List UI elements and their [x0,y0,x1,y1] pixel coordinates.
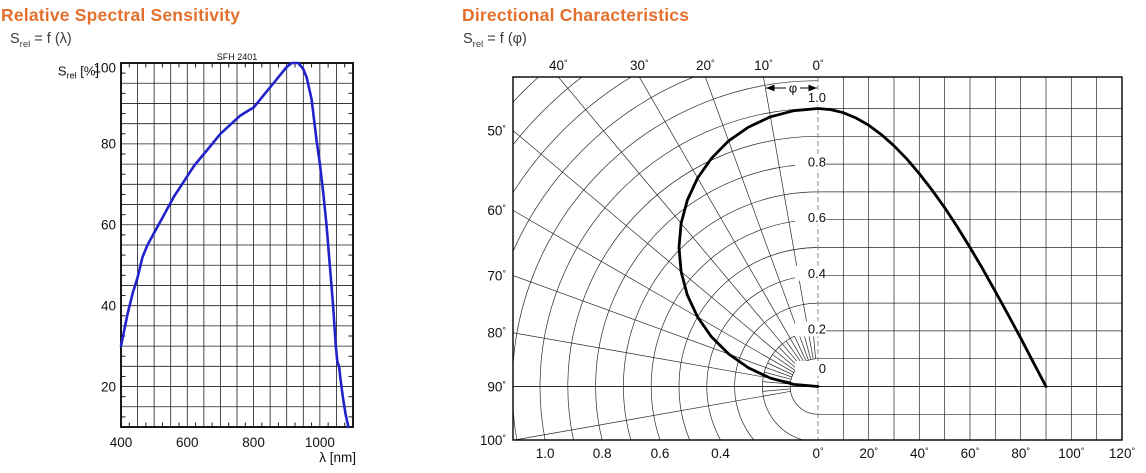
top-angle-label: 40° [549,58,568,73]
angle-spoke [638,77,805,363]
top-angle-label: 10° [754,58,773,73]
top-angle-label: 30° [630,58,649,73]
x-tick-label: 800 [242,435,265,450]
spectral-plot-border [120,62,354,428]
radial-arc [513,77,695,253]
directional-axis-labels: 40° 30° 20° 10° 0° 50° 60° 70° 80° 90° 100° 1.0 0.8 0… [480,58,1136,461]
y-axis-label: Srel [%] [58,64,99,81]
left-angle-label: 50° [487,123,506,138]
bottom-angle-label: 100° [1058,446,1085,461]
radial-arc [513,77,583,146]
phi-symbol: φ [789,81,797,96]
fine-angle-spoke [762,388,791,392]
y-tick-label: 60 [101,218,116,233]
x-tick-label: 400 [110,435,133,450]
radial-label-chip [795,210,826,226]
x-tick-label: 600 [176,435,199,450]
angle-spoke [513,210,795,373]
bottom-angle-label: 60° [961,446,980,461]
formula-rest: = f (φ) [483,31,527,47]
formula-subscript: rel [472,38,484,50]
fine-angle-spoke [762,381,791,385]
directional-characteristic-curve [677,107,1048,388]
radial-label-chip [795,265,826,281]
y-tick-label: 20 [101,379,116,394]
radial-label-chip [795,321,826,337]
radial-axis-label: 0.8 [808,155,826,170]
radial-axis-label: 0.2 [808,321,826,336]
fine-angle-spoke [772,354,796,371]
radial-axis-label: 1.0 [808,90,826,105]
top-angle-label: 0° [812,58,824,73]
angle-spoke [513,275,792,378]
bottom-radius-label: 0.8 [593,446,612,461]
right-chart-formula: Srel = f (φ) [463,31,527,50]
angle-spoke [704,77,809,361]
formula-rest: = f (λ) [30,31,72,47]
bottom-angle-label: 0° [812,446,824,461]
spectral-chart: SFH 2401 400 600 800 1000 100 80 60 40 20 Srel [%]… [58,52,356,465]
left-angle-label: 70° [487,268,506,283]
phi-arrowhead-left [766,84,775,92]
phi-arrowhead-right [808,84,817,92]
fine-angle-spoke [764,371,792,380]
bottom-radius-label: 1.0 [536,446,555,461]
fine-angle-spoke [785,340,803,364]
angle-spoke [513,332,791,383]
directional-plot-border [512,76,1123,441]
formula-base: S [10,31,20,47]
angle-spoke [557,77,801,366]
y-tick-label: 80 [101,137,116,152]
x-axis-label: λ [nm] [319,450,356,465]
y-tick-label: 40 [101,298,116,313]
spectral-axis-labels: 400 600 800 1000 100 80 60 40 20 Srel [%] λ [nm] [58,61,356,466]
radial-label-chip [795,90,826,105]
right-chart-title: Directional Characteristics [462,5,690,25]
cartesian-grid [818,77,1122,440]
watermark: SFH 2401 [217,52,258,62]
angle-spoke [763,77,814,360]
bottom-radius-label: 0.6 [651,446,670,461]
bottom-angle-label: 20° [859,446,878,461]
bottom-radius-label: 0.4 [711,446,730,461]
phi-angle-indicator [766,84,817,92]
left-angle-label: 100° [480,433,507,448]
radial-axis-label: 0.4 [808,266,826,281]
left-angle-label: 60° [487,203,506,218]
y-tick-label: 100 [93,61,116,76]
radial-axis-label: 0 [819,361,826,376]
left-angle-label: 80° [487,326,506,341]
left-chart-title: Relative Spectral Sensitivity [1,5,241,25]
x-tick-label: 1000 [305,435,335,450]
spectral-grid [120,62,354,428]
bottom-angle-label: 120° [1109,446,1136,461]
bottom-angle-label: 80° [1011,446,1030,461]
fine-angle-spoke [803,332,812,360]
radial-axis-label: 0.6 [808,210,826,225]
formula-base: S [463,31,473,47]
angle-spoke [513,390,791,440]
fine-angle-spoke [794,335,807,362]
formula-subscript: rel [19,38,31,50]
top-angle-label: 20° [696,58,715,73]
radial-label-chip [795,154,826,170]
left-angle-label: 90° [487,379,506,394]
fine-angle-spoke [767,362,793,376]
radial-label-chip [795,361,826,376]
angle-spoke [513,130,797,369]
spectral-sensitivity-curve [119,61,350,429]
polar-grid [513,77,818,440]
left-chart-formula: Srel = f (λ) [10,31,72,50]
bottom-angle-label: 40° [910,446,929,461]
directional-chart: 40° 30° 20° 10° 0° 50° 60° 70° 80° 90° 100° 1.0 0.8 0… [480,58,1136,461]
